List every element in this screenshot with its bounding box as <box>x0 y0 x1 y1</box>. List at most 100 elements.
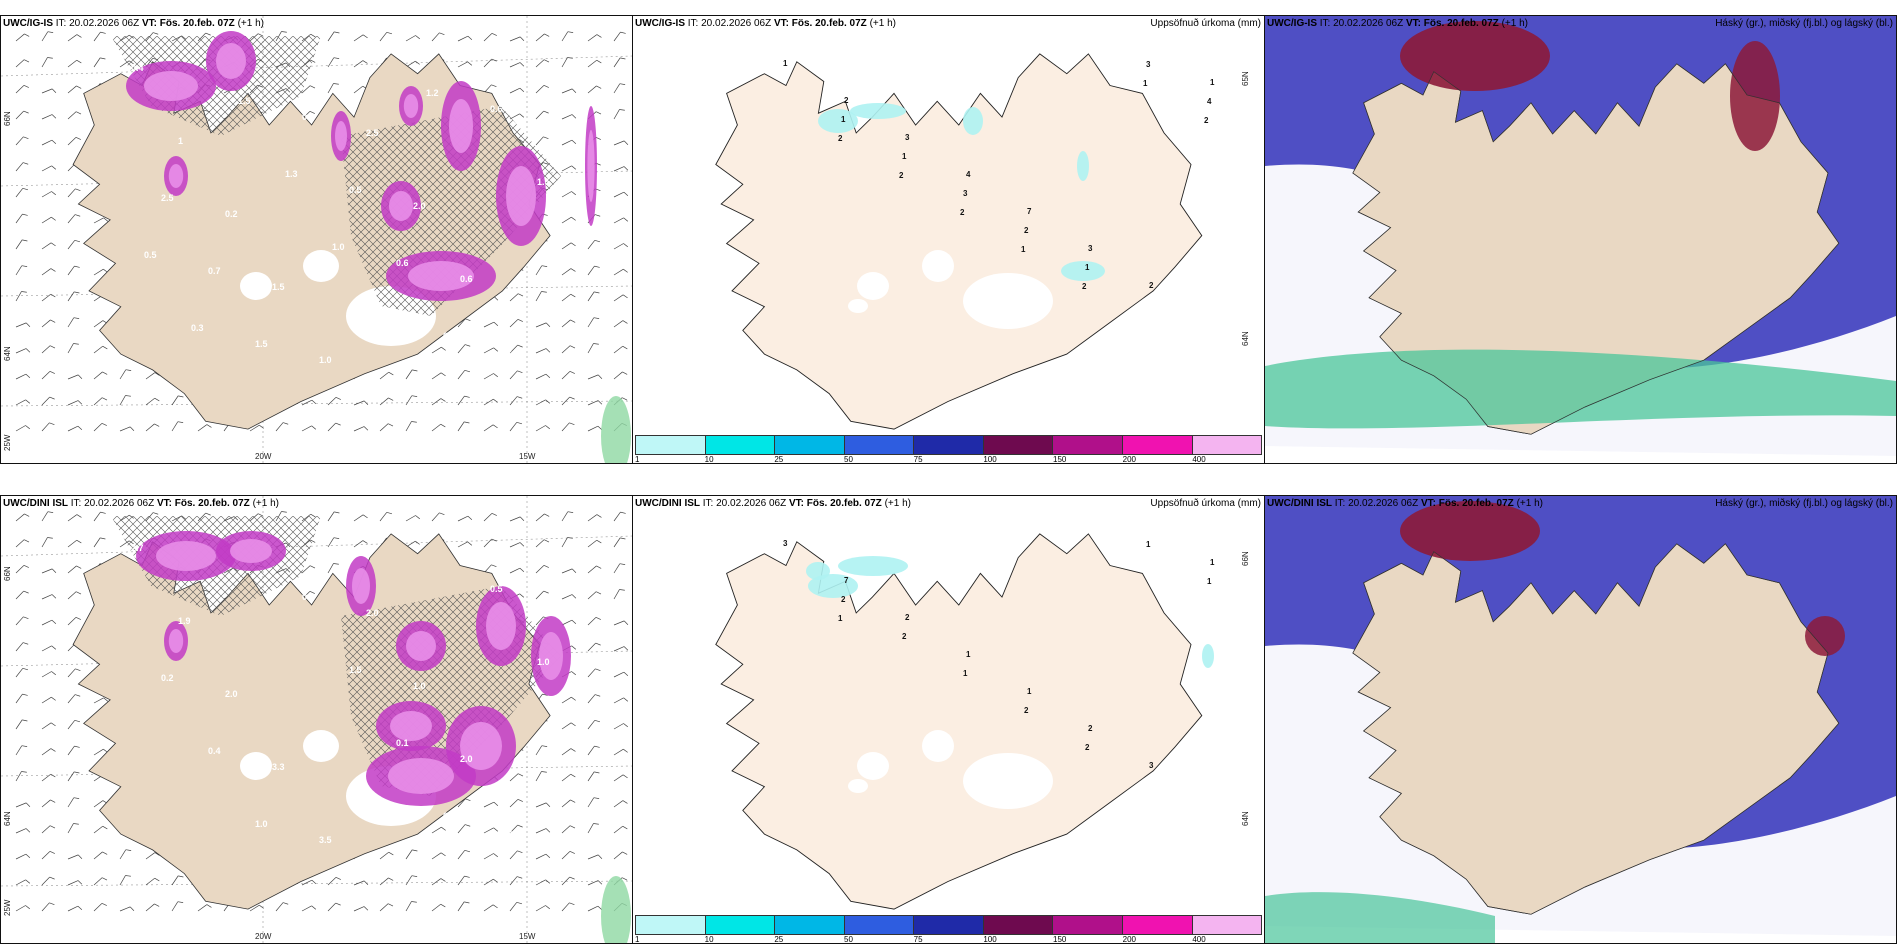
panel-title-right: Háský (gr.), miðský (fj.bl.) og lágský (… <box>1715 498 1893 509</box>
glacier-patch <box>963 273 1053 329</box>
wind-barb <box>587 771 600 782</box>
panel-accum-precip-igis: UWC/IG-IS IT: 20.02.2026 06Z VT: Fös. 20… <box>632 15 1265 464</box>
wind-barb <box>405 35 420 42</box>
wind-barb <box>67 565 82 574</box>
glacier-patch <box>922 250 954 282</box>
wind-barb <box>509 516 525 522</box>
colorbar-tick-label: 150 <box>1053 455 1067 464</box>
wind-barb <box>15 33 30 42</box>
wind-barb <box>509 36 525 42</box>
precip-value: 1 <box>1143 79 1148 88</box>
wind-barb <box>509 396 523 406</box>
wind-barb <box>15 291 27 302</box>
wind-barb <box>613 563 626 574</box>
wind-barb <box>457 901 470 912</box>
coastline <box>1352 63 1840 435</box>
wind-barb <box>613 537 626 548</box>
wind-barb <box>301 399 317 406</box>
wind-barb <box>457 849 471 860</box>
precip-value: 0.7 <box>443 331 456 341</box>
wind-barb <box>67 854 83 860</box>
wind-barb <box>483 398 498 406</box>
wind-barb <box>509 850 523 860</box>
wind-barb <box>67 797 80 808</box>
wind-barb <box>431 903 446 912</box>
wind-barb <box>457 318 471 328</box>
coastline <box>1352 543 1840 915</box>
precip-core <box>390 711 432 741</box>
wind-barb <box>457 61 473 68</box>
wind-barb <box>41 165 57 172</box>
precip-value: 3 <box>1149 761 1154 770</box>
colorbar: 1 10 25 50 75 100 150 200 400 <box>635 915 1262 943</box>
wind-barb <box>327 877 341 886</box>
precip-value: 0.6 <box>396 258 409 268</box>
precip-value: 1 <box>1146 540 1151 549</box>
high-cloud <box>1400 21 1550 91</box>
wind-barb <box>613 851 628 860</box>
precip-value: 0.6 <box>490 104 503 114</box>
grid-line <box>1 55 632 77</box>
wind-barb <box>613 589 625 600</box>
colorbar-tick-label: 75 <box>913 455 923 464</box>
lat-label-64n: 64N <box>1241 811 1251 826</box>
glacier-patch <box>240 752 272 780</box>
wind-barb <box>535 322 551 328</box>
wind-barb <box>67 880 83 886</box>
precip-area <box>1077 151 1089 181</box>
wind-barb <box>561 511 574 522</box>
wind-barb <box>587 291 600 302</box>
map-canvas <box>1265 16 1896 463</box>
colorbar-tick-label: 50 <box>844 455 853 464</box>
wind-barb <box>613 345 628 354</box>
precip-core <box>230 539 272 563</box>
wind-barb <box>15 59 30 68</box>
precip-value: 0.5 <box>507 827 520 837</box>
wind-barb <box>613 800 628 808</box>
wind-barb <box>509 876 523 886</box>
precip-value: 3.3 <box>272 762 285 772</box>
colorbar-swatch <box>1053 916 1123 934</box>
wind-barb <box>535 33 550 42</box>
colorbar-swatch <box>844 916 915 934</box>
wind-barb <box>561 825 576 834</box>
precip-value: 3 <box>1146 60 1151 69</box>
wind-barb <box>119 426 135 432</box>
wind-barb <box>67 823 79 834</box>
wind-barb <box>327 397 341 406</box>
wind-barb <box>41 114 57 120</box>
wind-barb <box>327 422 341 432</box>
precip-value: 1 <box>1085 263 1090 272</box>
wind-barb <box>119 849 132 860</box>
glacier-patch <box>240 272 272 300</box>
wind-barb <box>93 397 108 406</box>
wind-barb <box>353 34 368 42</box>
wind-barb <box>561 619 577 626</box>
wind-barb <box>67 514 82 522</box>
wind-barb <box>535 110 549 120</box>
precip-core <box>335 121 347 151</box>
wind-barb <box>67 265 80 276</box>
precip-value: 2.0 <box>460 754 473 764</box>
wind-barb <box>171 901 184 912</box>
precip-core <box>460 722 502 770</box>
wind-barb <box>613 243 628 250</box>
wind-barb <box>509 344 523 354</box>
wind-barb <box>613 825 628 834</box>
glacier-patch <box>922 730 954 762</box>
wind-barb <box>15 879 31 886</box>
wind-barb <box>41 671 56 678</box>
wind-barb <box>535 291 547 302</box>
wind-barb <box>41 851 55 860</box>
wind-barb <box>457 344 471 354</box>
panel-header: UWC/IG-IS IT: 20.02.2026 06Z VT: Fös. 20… <box>635 18 896 29</box>
precip-value: 3.5 <box>319 835 332 845</box>
wind-barb <box>15 828 31 834</box>
high-cloud <box>1730 41 1780 151</box>
wind-barb <box>509 567 525 574</box>
wind-barb <box>353 880 369 886</box>
precip-value: 1 <box>178 136 183 146</box>
wind-barb <box>587 617 601 626</box>
panel-precip-wind-igis: UWC/IG-IS IT: 20.02.2026 06Z VT: Fös. 20… <box>0 15 633 464</box>
wind-barb <box>587 514 602 522</box>
